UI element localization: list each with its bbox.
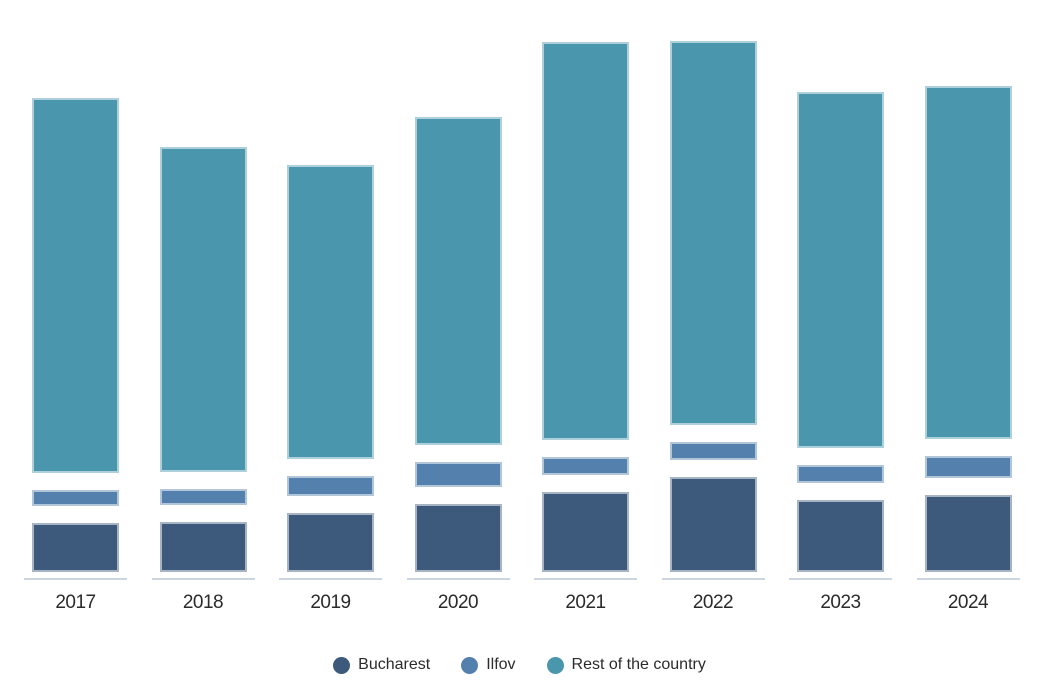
bar-segment-bucharest-2020[interactable] bbox=[414, 504, 502, 572]
bar-segment-rest-of-the-country-2021[interactable] bbox=[542, 42, 629, 440]
bucharest-legend-dot-icon bbox=[333, 656, 351, 674]
x-axis-label-2018: 2018 bbox=[182, 592, 224, 613]
bar-segment-bucharest-2024[interactable] bbox=[924, 495, 1012, 572]
axis-baseline-tick-2018 bbox=[151, 578, 255, 580]
bar-segment-rest-of-the-country-2023[interactable] bbox=[797, 92, 884, 448]
legend-label-rest-of-the-country: Rest of the country bbox=[571, 656, 706, 673]
x-axis-label-2017: 2017 bbox=[55, 592, 96, 613]
legend-label-bucharest: Bucharest bbox=[358, 656, 431, 673]
bar-segment-ilfov-2023[interactable] bbox=[797, 465, 884, 483]
bar-segment-rest-of-the-country-2024[interactable] bbox=[924, 86, 1012, 439]
bar-segment-ilfov-2019[interactable] bbox=[287, 476, 374, 496]
bar-segment-rest-of-the-country-2019[interactable] bbox=[287, 165, 374, 459]
axis-baseline-tick-2022 bbox=[661, 578, 765, 580]
axis-baseline-tick-2019 bbox=[279, 578, 382, 580]
legend-label-ilfov: Ilfov bbox=[486, 656, 516, 673]
bar-segment-ilfov-2022[interactable] bbox=[669, 442, 757, 460]
bar-segment-bucharest-2021[interactable] bbox=[542, 492, 629, 572]
x-axis-label-2020: 2020 bbox=[437, 592, 479, 613]
x-axis-label-2021: 2021 bbox=[565, 592, 606, 613]
bar-segment-bucharest-2022[interactable] bbox=[669, 477, 757, 572]
bar-segment-ilfov-2024[interactable] bbox=[924, 456, 1012, 478]
legend-item-ilfov[interactable]: Ilfov bbox=[461, 655, 516, 675]
bar-segment-rest-of-the-country-2017[interactable] bbox=[32, 98, 119, 473]
legend-item-bucharest[interactable]: Bucharest bbox=[333, 655, 430, 675]
legend-item-rest-of-the-country[interactable]: Rest of the country bbox=[546, 655, 706, 675]
axis-baseline-tick-2017 bbox=[24, 578, 127, 580]
bar-segment-bucharest-2018[interactable] bbox=[159, 522, 247, 572]
bar-segment-rest-of-the-country-2020[interactable] bbox=[414, 117, 502, 445]
bar-segment-bucharest-2023[interactable] bbox=[797, 500, 884, 572]
bar-segment-bucharest-2019[interactable] bbox=[287, 513, 374, 572]
bar-segment-ilfov-2020[interactable] bbox=[414, 462, 502, 487]
axis-baseline-tick-2023 bbox=[789, 578, 892, 580]
bar-segment-bucharest-2017[interactable] bbox=[32, 523, 119, 572]
legend: Bucharest Ilfov Rest of the country bbox=[0, 655, 1039, 675]
bar-segment-ilfov-2021[interactable] bbox=[542, 457, 629, 475]
x-axis-label-2022: 2022 bbox=[692, 592, 734, 613]
axis-baseline-tick-2024 bbox=[916, 578, 1020, 580]
bar-segment-ilfov-2017[interactable] bbox=[32, 490, 119, 506]
x-axis-label-2024: 2024 bbox=[947, 592, 989, 613]
bar-segment-ilfov-2018[interactable] bbox=[159, 489, 247, 505]
axis-baseline-tick-2020 bbox=[406, 578, 510, 580]
rest-of-the-country-legend-dot-icon bbox=[546, 656, 564, 674]
axis-baseline-tick-2021 bbox=[534, 578, 637, 580]
x-axis-label-2023: 2023 bbox=[820, 592, 861, 613]
bar-segment-rest-of-the-country-2022[interactable] bbox=[669, 41, 757, 425]
ilfov-legend-dot-icon bbox=[461, 656, 479, 674]
bar-segment-rest-of-the-country-2018[interactable] bbox=[159, 147, 247, 472]
x-axis-label-2019: 2019 bbox=[310, 592, 351, 613]
